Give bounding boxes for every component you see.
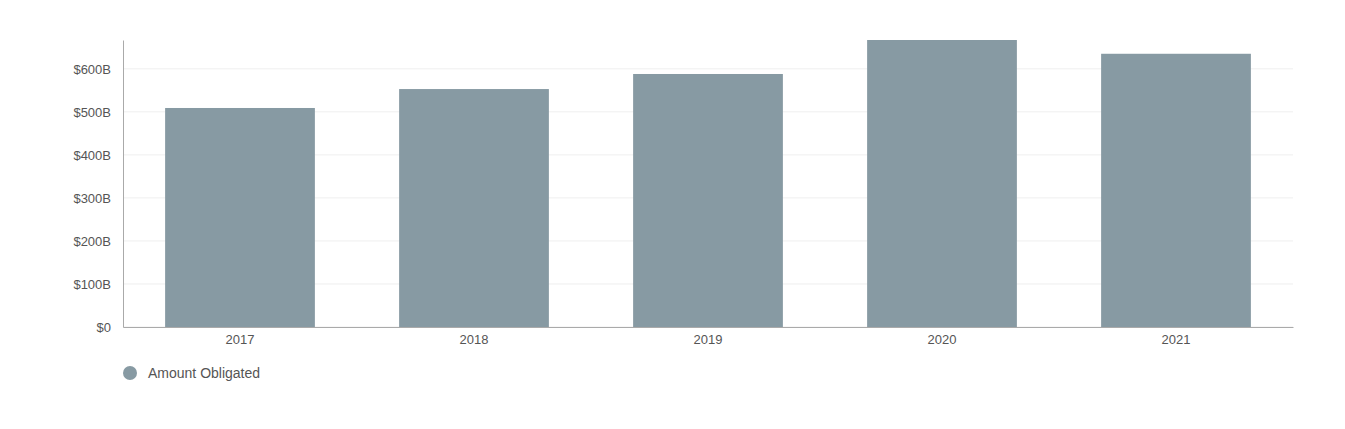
y-tick-label: $600B <box>73 61 111 76</box>
y-tick: $200B <box>73 234 123 249</box>
y-axis-line <box>123 41 124 328</box>
x-tick: 2018 <box>460 327 489 347</box>
y-tick: $600B <box>73 61 123 76</box>
y-tick-label: $0 <box>97 320 111 335</box>
y-tick-label: $200B <box>73 234 111 249</box>
y-tick: $100B <box>73 277 123 292</box>
y-axis: $0 $100B $200B $300B $400B $500B $600B <box>73 41 123 335</box>
x-tick: 2019 <box>694 327 723 347</box>
chart: $0 $100B $200B $300B $400B $500B $600B 2017 2018… <box>0 0 1345 429</box>
x-tick-label: 2020 <box>928 332 957 347</box>
y-tick: $300B <box>73 191 123 206</box>
y-tick: $0 <box>97 320 123 335</box>
x-tick-label: 2021 <box>1162 332 1191 347</box>
legend-item: Amount Obligated <box>123 365 260 381</box>
x-tick: 2021 <box>1162 327 1191 347</box>
y-tick-label: $300B <box>73 191 111 206</box>
x-tick: 2017 <box>226 327 255 347</box>
x-tick: 2020 <box>928 327 957 347</box>
legend: Amount Obligated <box>123 365 260 381</box>
bars <box>165 40 1251 327</box>
y-tick-label: $400B <box>73 148 111 163</box>
x-axis-line <box>124 327 1294 328</box>
y-tick: $400B <box>73 148 123 163</box>
bar <box>165 108 315 327</box>
x-tick-label: 2018 <box>460 332 489 347</box>
bar <box>633 74 783 327</box>
legend-marker <box>123 366 137 380</box>
y-tick: $500B <box>73 105 123 120</box>
bar <box>1101 54 1251 327</box>
y-tick-label: $500B <box>73 105 111 120</box>
plot: $0 $100B $200B $300B $400B $500B $600B 2017 2018… <box>73 40 1293 347</box>
bar <box>867 40 1017 327</box>
bar <box>399 89 549 327</box>
x-tick-label: 2019 <box>694 332 723 347</box>
x-tick-label: 2017 <box>226 332 255 347</box>
y-tick-label: $100B <box>73 277 111 292</box>
legend-label: Amount Obligated <box>148 365 260 381</box>
x-axis: 2017 2018 2019 2020 2021 <box>124 327 1294 347</box>
